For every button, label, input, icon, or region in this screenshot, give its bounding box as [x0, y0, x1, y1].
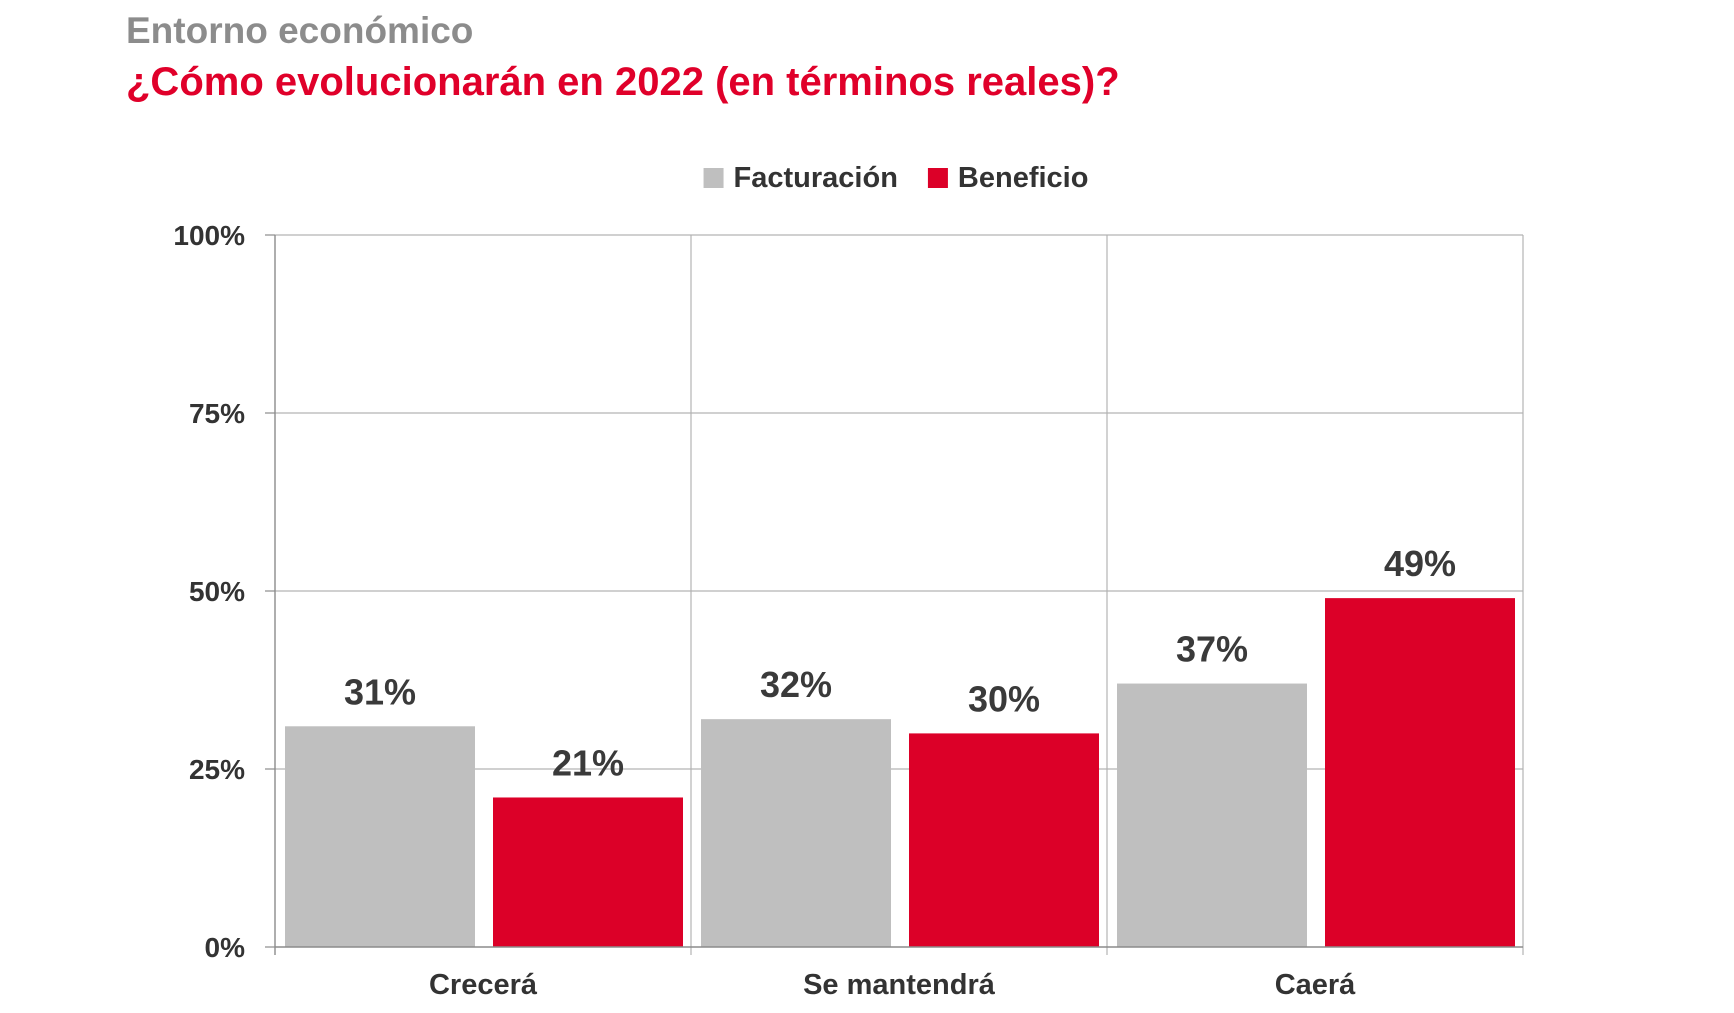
bar-facturación-2	[701, 719, 891, 947]
bar-facturación-1	[285, 726, 475, 947]
data-label: 49%	[1384, 543, 1456, 584]
legend-swatch-beneficio	[927, 168, 948, 188]
x-tick-label: Caerá	[1275, 969, 1356, 1001]
legend-label: Facturación	[734, 162, 898, 194]
bar-beneficio-1	[493, 797, 683, 947]
axes: 0% 25% 50% 75% 100% Crecerá Se mantendrá Caerá	[173, 220, 1523, 1001]
chart-title: ¿Cómo evolucionarán en 2022 (en términos…	[126, 60, 1120, 104]
x-tick-label: Se mantendrá	[803, 969, 996, 1001]
grid-lines	[275, 234, 1524, 955]
y-tick-label: 25%	[189, 754, 245, 785]
data-labels: 31% 21% 32% 30% 37% 49%	[344, 543, 1456, 783]
bar-facturación-3	[1117, 683, 1307, 947]
bars	[285, 598, 1515, 947]
data-label: 30%	[968, 678, 1040, 719]
y-tick-label: 75%	[189, 398, 245, 429]
data-label: 31%	[344, 671, 416, 712]
data-label: 21%	[552, 742, 624, 783]
bar-beneficio-3	[1325, 598, 1515, 947]
data-label: 37%	[1176, 629, 1248, 670]
x-tick-label: Crecerá	[429, 969, 538, 1001]
legend: Facturación Beneficio	[703, 162, 1089, 194]
y-tick-label: 0%	[205, 932, 246, 963]
bar-beneficio-2	[909, 733, 1099, 947]
legend-label: Beneficio	[958, 162, 1089, 194]
chart-kicker: Entorno económico	[126, 10, 474, 51]
legend-swatch-facturación	[703, 168, 724, 188]
y-tick-label: 50%	[189, 576, 245, 607]
y-tick-label: 100%	[173, 220, 245, 251]
data-label: 32%	[760, 664, 832, 705]
